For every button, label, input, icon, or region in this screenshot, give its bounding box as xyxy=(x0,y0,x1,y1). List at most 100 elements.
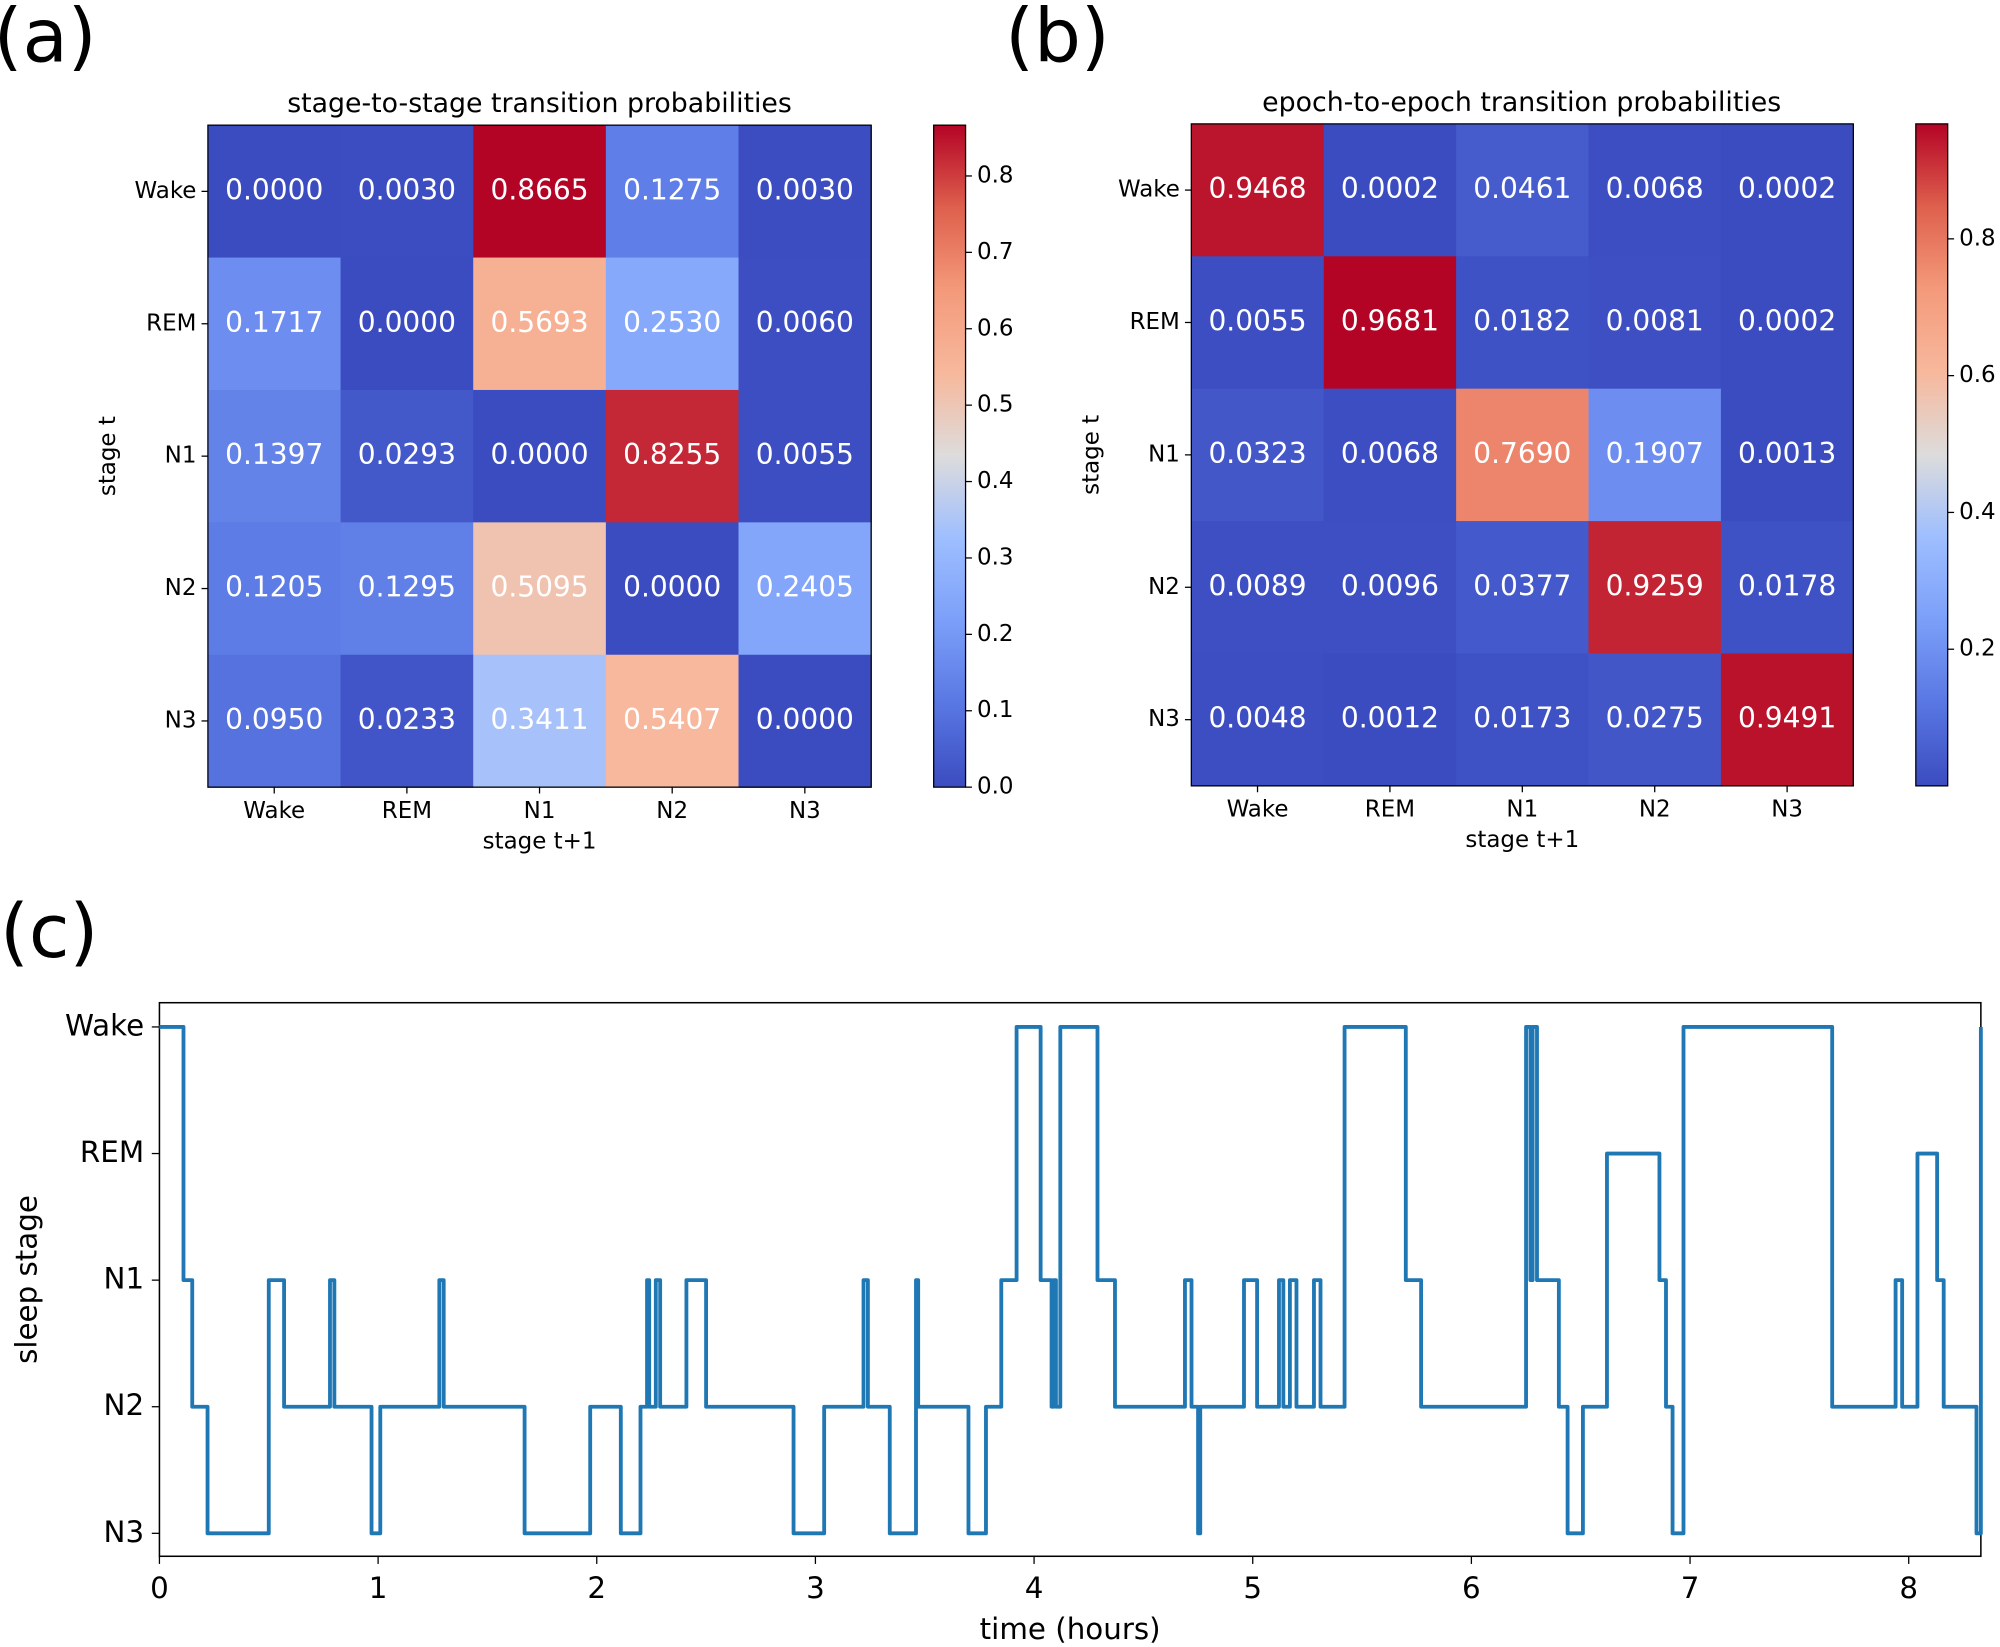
heatmap-cell xyxy=(738,654,872,788)
cell-label: 0.9259 xyxy=(1606,569,1704,602)
cell-label: 0.0182 xyxy=(1473,304,1571,337)
y-axis-label: stage t xyxy=(95,416,121,496)
y-tick-label: N1 xyxy=(165,443,197,469)
y-tick-label: N3 xyxy=(165,707,197,733)
y-tick-label: N1 xyxy=(1148,441,1180,467)
cell-label: 0.0002 xyxy=(1738,304,1836,337)
cell-label: 0.0000 xyxy=(756,703,854,736)
cell-label: 0.5095 xyxy=(490,571,588,604)
cell-label: 0.1397 xyxy=(225,438,323,471)
cell-label: 0.0060 xyxy=(756,306,854,339)
cell-label: 0.0461 xyxy=(1473,172,1571,205)
cell-label: 0.1717 xyxy=(225,306,323,339)
y-axis-label: stage t xyxy=(1078,415,1104,495)
colorbar-tick-label: 0.4 xyxy=(1959,499,1995,525)
cell-label: 0.5693 xyxy=(490,306,588,339)
cell-label: 0.0048 xyxy=(1208,702,1306,735)
y-tick-label: Wake xyxy=(135,178,197,204)
colorbar-tick-label: 0.8 xyxy=(1959,225,1995,251)
y-tick-label: Wake xyxy=(65,1008,144,1042)
heatmap-cell xyxy=(738,257,872,391)
heatmap-cell xyxy=(473,389,607,523)
x-tick-label: REM xyxy=(1365,797,1415,823)
heatmap-cell xyxy=(473,654,607,788)
cell-label: 0.3411 xyxy=(490,703,588,736)
heatmap-cell xyxy=(1720,123,1854,257)
cell-label: 0.0950 xyxy=(225,703,323,736)
x-tick-label: 8 xyxy=(1899,1571,1918,1605)
heatmap-cell xyxy=(1456,123,1590,257)
cell-label: 0.1907 xyxy=(1606,437,1704,470)
cell-label: 0.8255 xyxy=(623,438,721,471)
cell-label: 0.9681 xyxy=(1341,304,1439,337)
heatmap-cell xyxy=(473,522,607,656)
colorbar-tick-label: 0.0 xyxy=(977,774,1013,800)
cell-label: 0.0000 xyxy=(225,173,323,206)
x-tick-label: 0 xyxy=(150,1571,169,1605)
heatmap-cell xyxy=(207,522,342,656)
heatmap-cell xyxy=(1323,653,1457,787)
heatmap-cell xyxy=(605,125,740,259)
y-tick-label: N2 xyxy=(104,1388,145,1422)
cell-label: 0.2530 xyxy=(623,306,721,339)
heatmap-cell xyxy=(1720,256,1854,390)
x-axis-label: stage t+1 xyxy=(483,828,597,854)
colorbar-tick-label: 0.2 xyxy=(1959,636,1995,662)
y-tick-label: N1 xyxy=(104,1262,145,1296)
colorbar xyxy=(1915,123,1949,787)
colorbar-tick-label: 0.3 xyxy=(977,544,1013,570)
x-tick-label: N3 xyxy=(1771,797,1803,823)
cell-label: 0.0002 xyxy=(1738,172,1836,205)
cell-label: 0.0002 xyxy=(1341,172,1439,205)
y-tick-label: REM xyxy=(1130,309,1180,335)
heatmap-cell xyxy=(1191,521,1325,655)
cell-label: 0.0323 xyxy=(1208,437,1306,470)
heatmap-cell xyxy=(1323,521,1457,655)
heatmap-cell xyxy=(1191,388,1325,522)
panel-label: (c) xyxy=(0,889,98,975)
x-axis-label: time (hours) xyxy=(980,1612,1161,1646)
heatmap-cell xyxy=(1323,388,1457,522)
cell-label: 0.0030 xyxy=(358,173,456,206)
cell-label: 0.1275 xyxy=(623,173,721,206)
cell-label: 0.0000 xyxy=(490,438,588,471)
heatmap-cell xyxy=(207,389,342,523)
cell-label: 0.0000 xyxy=(623,571,721,604)
y-tick-label: REM xyxy=(80,1135,144,1169)
heatmap-cell xyxy=(1588,521,1722,655)
x-tick-label: 3 xyxy=(806,1571,825,1605)
x-tick-label: N1 xyxy=(524,798,556,824)
chart-title: stage-to-stage transition probabilities xyxy=(287,88,792,119)
colorbar xyxy=(933,124,967,788)
heatmap-cell xyxy=(1323,123,1457,257)
x-axis-label: stage t+1 xyxy=(1465,827,1579,853)
colorbar-tick-label: 0.7 xyxy=(977,239,1013,265)
cell-label: 0.1295 xyxy=(358,571,456,604)
heatmap-cell xyxy=(1588,653,1722,787)
heatmap-cell xyxy=(1323,256,1457,390)
heatmap-cell xyxy=(605,389,740,523)
heatmap-cell xyxy=(738,522,872,656)
cell-label: 0.0055 xyxy=(1208,304,1306,337)
cell-label: 0.7690 xyxy=(1473,437,1571,470)
cell-label: 0.0055 xyxy=(756,438,854,471)
heatmap-cell xyxy=(340,389,474,523)
panel-label: (a) xyxy=(0,0,97,79)
colorbar-tick-label: 0.2 xyxy=(977,621,1013,647)
cell-label: 0.2405 xyxy=(756,571,854,604)
heatmap-cell xyxy=(1720,521,1854,655)
heatmap-cell xyxy=(473,125,607,259)
x-tick-label: N3 xyxy=(789,798,821,824)
colorbar-tick-label: 0.4 xyxy=(977,468,1013,494)
axes-frame xyxy=(158,1001,1982,1558)
heatmap-cell xyxy=(207,654,342,788)
y-axis-label: sleep stage xyxy=(10,1195,44,1364)
x-tick-label: REM xyxy=(382,798,432,824)
x-tick-label: Wake xyxy=(1227,797,1289,823)
heatmap-cell xyxy=(207,257,342,391)
heatmap-cell xyxy=(605,522,740,656)
x-tick-label: 4 xyxy=(1025,1571,1044,1605)
x-tick-label: 1 xyxy=(369,1571,388,1605)
